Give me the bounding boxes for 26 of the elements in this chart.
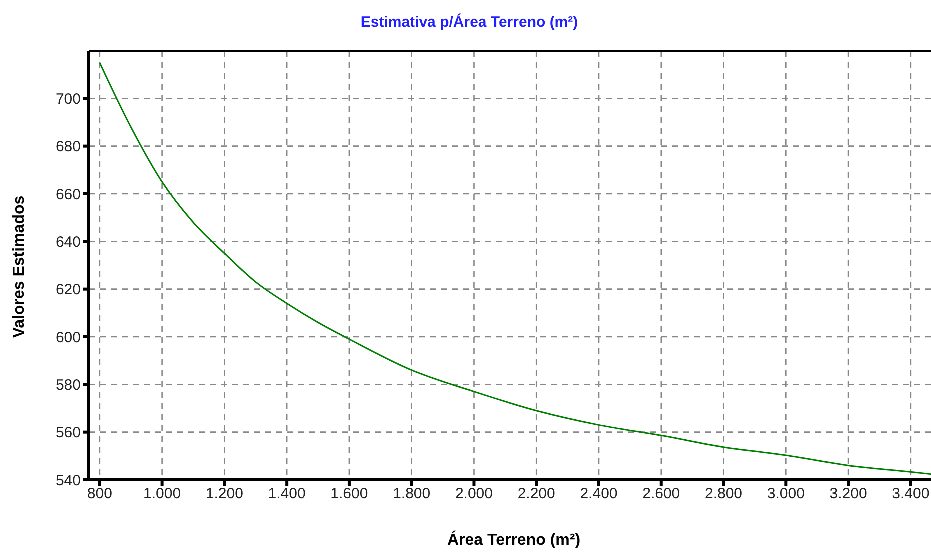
chart-title: Estimativa p/Área Terreno (m²) [360,14,580,31]
x-tick-label: 3.000 [767,486,805,503]
x-tick-label: 2.400 [580,486,618,503]
x-tick-label: 1.800 [393,486,431,503]
y-tick-label: 680 [56,138,81,156]
x-tick-label: 2.800 [704,486,743,503]
x-tick-label: 3.400 [892,486,930,503]
y-tick-label: 600 [56,329,81,346]
x-tick-label: 1.600 [330,486,368,503]
x-axis-title: Área Terreno (m²) [446,532,582,550]
y-tick-label: 580 [56,376,81,394]
x-tick-label: 2.200 [518,486,556,503]
y-tick-label: 660 [56,186,81,204]
y-tick-label: 540 [56,472,81,490]
x-tick-label: 1.400 [268,486,306,503]
y-tick-label: 640 [56,234,81,251]
x-tick-label: 2.000 [455,486,494,503]
x-tick-label: 2.600 [642,486,680,503]
y-tick-label: 700 [56,90,81,108]
y-axis-title: Valores Estimados [11,196,29,338]
y-tick-label: 560 [56,424,81,442]
x-tick-label: 1.200 [206,486,244,503]
y-tick-label: 620 [56,282,81,299]
x-tick-label: 800 [87,486,112,503]
x-tick-label: 1.000 [144,486,182,503]
x-tick-label: 3.200 [830,486,868,503]
